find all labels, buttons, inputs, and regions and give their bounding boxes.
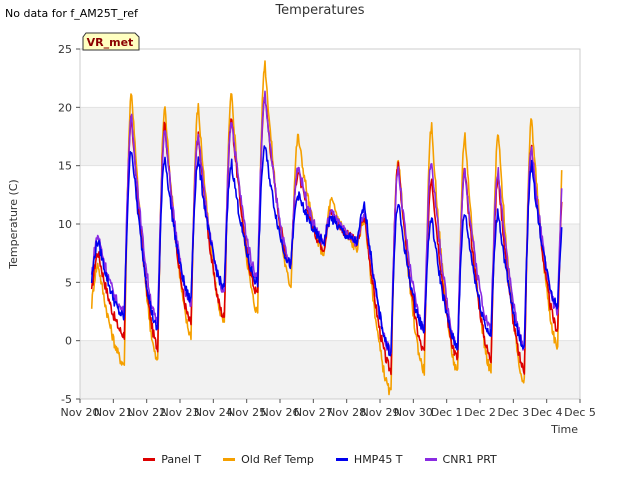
x-tick-label: Dec 2: [464, 406, 496, 419]
legend-swatch: [424, 458, 437, 461]
no-data-note: No data for f_AM25T_ref: [5, 7, 138, 20]
y-axis-ticks: -5 0 5 10 15 20 25: [58, 43, 80, 406]
y-tick-label: 10: [58, 218, 72, 231]
badge-label: VR_met: [87, 36, 134, 49]
series-lines: [90, 60, 563, 396]
y-tick-label: 25: [58, 43, 72, 56]
x-tick-label: Nov 23: [161, 406, 200, 419]
y-axis-label: Temperature (C): [7, 179, 20, 269]
x-tick-label: Nov 27: [294, 406, 333, 419]
chart-legend: Panel T Old Ref Temp HMP45 T CNR1 PRT: [0, 453, 640, 466]
series-line-hmp45-t: [90, 145, 563, 357]
legend-label: HMP45 T: [353, 453, 403, 466]
x-tick-label: Nov 22: [127, 406, 166, 419]
x-tick-label: Nov 28: [327, 406, 366, 419]
x-tick-label: Nov 25: [227, 406, 266, 419]
legend-label: Old Ref Temp: [241, 453, 314, 466]
legend-label: CNR1 PRT: [442, 453, 497, 466]
x-axis-label: Time: [550, 423, 578, 436]
y-tick-label: 5: [65, 276, 72, 289]
y-tick-label: -5: [61, 393, 72, 406]
x-tick-label: Nov 26: [261, 406, 300, 419]
legend-item-old-ref-temp: Old Ref Temp: [223, 453, 314, 466]
x-tick-label: Dec 1: [431, 406, 463, 419]
x-tick-label: Dec 5: [564, 406, 596, 419]
legend-item-hmp45-t: HMP45 T: [335, 453, 403, 466]
x-tick-label: Dec 3: [497, 406, 529, 419]
chart-title: Temperatures: [275, 3, 365, 18]
vr-met-badge: VR_met: [82, 32, 140, 51]
x-tick-label: Nov 21: [94, 406, 133, 419]
legend-label: Panel T: [161, 453, 202, 466]
legend-swatch: [223, 458, 236, 461]
x-tick-label: Nov 30: [394, 406, 433, 419]
band-1: [80, 224, 580, 283]
y-tick-label: 0: [65, 335, 72, 348]
x-tick-label: Nov 24: [194, 406, 233, 419]
legend-swatch: [143, 458, 156, 461]
x-tick-label: Nov 20: [61, 406, 100, 419]
legend-item-cnr1-prt: CNR1 PRT: [424, 453, 497, 466]
badge-shape: [82, 32, 140, 51]
legend-item-panel-t: Panel T: [143, 453, 201, 466]
band-2: [80, 107, 580, 166]
x-tick-label: Nov 29: [361, 406, 400, 419]
legend-swatch: [335, 458, 348, 461]
band-0: [80, 340, 580, 399]
y-tick-label: 20: [58, 101, 72, 114]
y-tick-label: 15: [58, 160, 72, 173]
x-tick-label: Dec 4: [531, 406, 563, 419]
